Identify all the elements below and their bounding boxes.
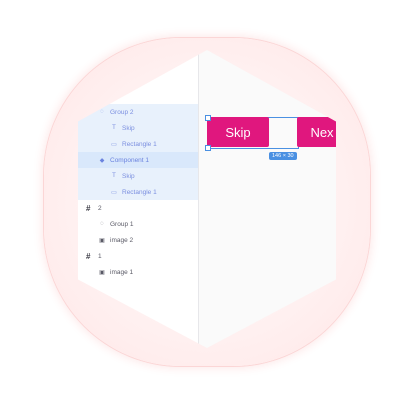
text-icon: T xyxy=(112,173,116,179)
image-icon: ▣ xyxy=(99,269,105,276)
layer-image-1[interactable]: ▣ image 1 xyxy=(78,264,198,280)
layer-group-2[interactable]: ◌ Group 2 xyxy=(78,104,198,120)
layer-component-1[interactable]: ◆ Component 1 xyxy=(78,152,198,168)
image-icon: ▣ xyxy=(99,237,105,244)
group-icon: ◌ xyxy=(100,109,104,115)
layer-label: Rectangle 1 xyxy=(122,188,157,196)
layer-frame-1[interactable]: # 1 xyxy=(78,248,198,264)
layer-image-2[interactable]: ▣ image 2 xyxy=(78,232,198,248)
layer-label: Group 2 xyxy=(110,108,134,116)
layer-label: Skip xyxy=(122,124,135,132)
rectangle-icon: ▭ xyxy=(111,189,117,196)
layer-label: image 2 xyxy=(110,236,134,244)
layer-group-1[interactable]: ◌ Group 1 xyxy=(78,216,198,232)
layer-label: 2 xyxy=(98,204,102,212)
layer-label: Skip xyxy=(122,172,135,180)
next-button[interactable]: Nex xyxy=(297,117,336,147)
layer-skip-text-2[interactable]: T Skip xyxy=(78,168,198,184)
resize-handle[interactable] xyxy=(205,115,211,121)
layer-label: Group 1 xyxy=(110,220,134,228)
layer-frame-2[interactable]: # 2 xyxy=(78,200,198,216)
text-icon: T xyxy=(112,125,116,131)
rectangle-icon: ▭ xyxy=(111,141,117,148)
layer-rectangle-1[interactable]: ▭ Rectangle 1 xyxy=(78,136,198,152)
layer-label: image 1 xyxy=(110,268,134,276)
app-window: ...chairs-and... ◌ Group 2 T Skip ▭ Rect… xyxy=(78,50,336,348)
frame-icon: # xyxy=(86,203,91,213)
resize-handle[interactable] xyxy=(205,145,211,151)
group-icon: ◌ xyxy=(100,221,104,227)
layer-label: Rectangle 1 xyxy=(122,140,157,148)
component-icon: ◆ xyxy=(99,157,105,164)
layer-rectangle-1-b[interactable]: ▭ Rectangle 1 xyxy=(78,184,198,200)
dimension-badge: 146 × 30 xyxy=(269,152,297,160)
layer-label: Component 1 xyxy=(110,156,150,164)
layer-label: 1 xyxy=(98,252,102,260)
skip-button[interactable]: Skip xyxy=(207,117,269,147)
layer-skip-text[interactable]: T Skip xyxy=(78,120,198,136)
frame-icon: # xyxy=(86,251,91,261)
